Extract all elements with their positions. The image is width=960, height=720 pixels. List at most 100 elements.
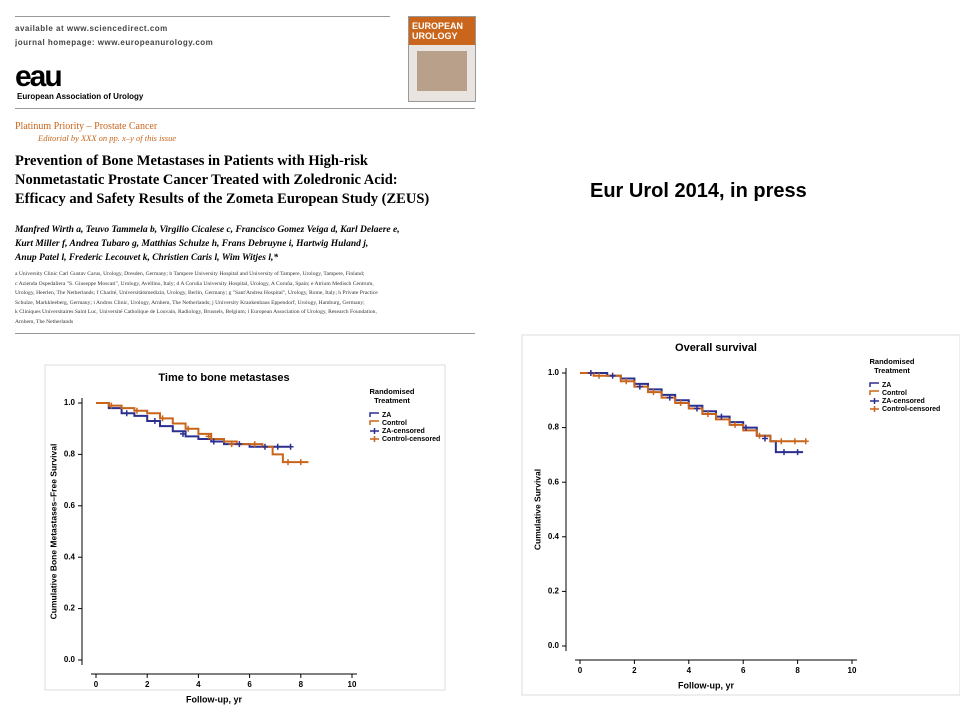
censor-mark [761, 435, 768, 442]
cover-line: EUROPEAN [412, 21, 464, 31]
rule [15, 16, 390, 17]
affiliations: a University Clinic Carl Gustav Carus, U… [15, 270, 378, 328]
y-tick-label: 1.0 [548, 368, 560, 377]
survival-line [580, 372, 806, 443]
y-tick-label: 0.6 [548, 477, 560, 486]
authors: Manfred Wirth a, Teuvo Tammela b, Virgil… [15, 223, 400, 265]
censor-mark [650, 389, 657, 396]
survival-line [96, 402, 291, 448]
censor-mark [791, 438, 798, 445]
title-line: Prevention of Bone Metastases in Patient… [15, 153, 368, 169]
legend-swatch [870, 406, 879, 412]
legend-swatch [870, 398, 879, 404]
y-tick-label: 0.0 [64, 655, 76, 664]
y-tick-label: 0.2 [548, 587, 560, 596]
y-axis-label: Cumulative Survival [532, 469, 542, 550]
title-line: Nonmetastatic Prostate Cancer Treated wi… [15, 172, 398, 188]
y-tick-label: 0.0 [548, 641, 560, 650]
censor-mark [636, 383, 643, 390]
y-tick-label: 0.6 [64, 501, 76, 510]
x-tick-label: 4 [687, 666, 692, 675]
censor-mark [677, 400, 684, 407]
legend-label: ZA-censored [382, 428, 425, 435]
society: European Association of Urology [17, 92, 144, 101]
legend-label: Control [382, 420, 407, 427]
legend-label: ZA [882, 382, 891, 389]
censor-mark [778, 438, 785, 445]
section: Platinum Priority – Prostate Cancer [15, 121, 158, 132]
legend-label: Control-censored [882, 406, 940, 413]
censor-mark [297, 459, 304, 466]
cover-line: UROLOGY [412, 31, 458, 41]
x-tick-label: 6 [247, 680, 252, 689]
censor-mark [623, 378, 630, 385]
title-line: Efficacy and Safety Results of the Zomet… [15, 191, 430, 207]
editorial: Editorial by XXX on pp. x–y of this issu… [38, 133, 177, 143]
censor-mark [285, 459, 291, 466]
y-tick-label: 0.8 [548, 423, 560, 432]
censor-mark [159, 415, 166, 422]
x-axis-label: Follow-up, yr [678, 680, 734, 690]
censor-mark [185, 425, 192, 432]
chart-frame [521, 334, 960, 696]
x-tick-label: 0 [94, 680, 99, 689]
legend-title: Treatment [374, 396, 410, 405]
censor-mark [794, 449, 801, 456]
author-line: Kurt Miller f, Andrea Tubaro g, Matthias… [15, 239, 369, 249]
censor-mark [718, 413, 725, 420]
paper-title: Prevention of Bone Metastases in Patient… [15, 152, 429, 209]
x-tick-label: 6 [741, 666, 746, 675]
legend-swatch [369, 412, 379, 417]
affiliation-line: Schulze, Markkleeberg, Germany; i Andros… [15, 299, 365, 306]
legend-title: Randomised [869, 357, 914, 366]
censor-mark [261, 443, 268, 450]
censor-mark [108, 402, 115, 409]
legend-title: Treatment [874, 366, 910, 375]
censor-mark [274, 443, 281, 450]
censor-mark [756, 432, 763, 439]
rule [15, 333, 475, 334]
legend-label: ZA-censored [882, 398, 925, 405]
x-tick-label: 8 [795, 666, 800, 675]
legend-label: ZA [382, 412, 391, 419]
censor-mark [596, 372, 603, 379]
x-tick-label: 10 [348, 680, 357, 689]
chart-frame [44, 364, 446, 691]
censor-mark [123, 410, 130, 417]
chart-title: Time to bone metastases [158, 372, 289, 384]
x-tick-label: 4 [196, 680, 201, 689]
censor-mark [236, 441, 243, 448]
legend-swatch [869, 390, 879, 395]
censor-mark [151, 417, 158, 424]
y-tick-label: 0.8 [64, 450, 76, 459]
cover-art [417, 51, 467, 91]
author-line: Anup Patel l, Frederic Lecouvet k, Chris… [15, 253, 279, 263]
legend-swatch [370, 428, 379, 434]
censor-mark [742, 424, 749, 431]
y-tick-label: 0.4 [64, 552, 76, 561]
y-tick-label: 0.2 [64, 604, 76, 613]
journal-line: journal homepage: www.europeanurology.co… [15, 38, 214, 47]
legend-swatch [370, 436, 379, 442]
x-tick-label: 8 [299, 680, 304, 689]
chart-title: Overall survival [675, 342, 757, 354]
legend-label: Control [882, 390, 907, 397]
site-line: available at www.sciencedirect.com [15, 24, 168, 33]
censor-mark [802, 438, 809, 445]
x-tick-label: 0 [578, 666, 583, 675]
caption: Eur Urol 2014, in press [590, 180, 807, 202]
censor-mark [732, 421, 739, 428]
x-tick-label: 10 [848, 666, 857, 675]
x-tick-label: 2 [145, 680, 150, 689]
censor-mark [609, 372, 616, 379]
censor-mark [666, 394, 673, 401]
legend-title: Randomised [369, 387, 414, 396]
censor-mark [228, 441, 235, 448]
censor-mark [704, 410, 711, 417]
censor-mark [781, 449, 787, 456]
censor-mark [251, 441, 258, 448]
affiliation-line: k Cliniques Universitaires Saint Luc, Un… [15, 309, 377, 316]
legend-label: Control-censored [382, 436, 440, 443]
